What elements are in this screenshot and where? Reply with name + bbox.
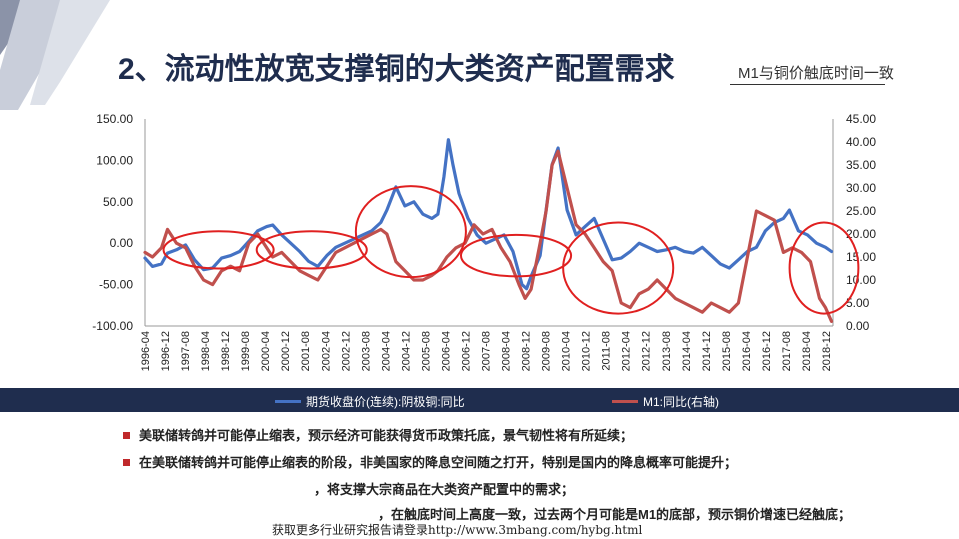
x-tick-label: 1996-12 <box>160 331 172 371</box>
page-subtitle: M1与铜价触底时间一致 <box>738 65 894 82</box>
bullet-continuation-2: ，在触底时间上高度一致，过去两个月可能是M1的底部，预示铜价增速已经触底； <box>378 507 852 522</box>
x-tick-label: 2013-08 <box>661 331 673 371</box>
x-axis-ticks: 1996-04 1996-12 1997-08 1998-04 1998-12 1999-… <box>140 331 833 371</box>
x-tick-label: 2010-04 <box>561 331 573 371</box>
x-tick-label: 2000-04 <box>260 331 272 371</box>
legend-label-m1: M1:同比(右轴) <box>643 395 719 409</box>
x-tick-label: 2006-04 <box>440 331 452 371</box>
highlight-circles <box>162 185 860 315</box>
bullet-text: 在美联储转鸽并可能停止缩表的阶段，非美国家的降息空间随之打开，特别是国内的降息概… <box>139 455 738 470</box>
left-tick-label: 0.00 <box>110 236 134 250</box>
x-tick-label: 1999-08 <box>240 331 252 371</box>
x-tick-label: 2006-12 <box>460 331 472 371</box>
right-tick-label: 25.00 <box>846 204 876 218</box>
chart-grid <box>144 119 834 327</box>
right-tick-label: 0.00 <box>846 319 870 333</box>
right-tick-label: 10.00 <box>846 273 876 287</box>
left-tick-label: 100.00 <box>96 153 133 167</box>
right-tick-label: 20.00 <box>846 227 876 241</box>
x-tick-label: 2012-04 <box>621 331 633 371</box>
series-line-m1 <box>143 149 834 323</box>
x-tick-label: 2009-08 <box>541 331 553 371</box>
x-tick-label: 2014-04 <box>681 331 693 371</box>
footer-link-text: 获取更多行业研究报告请登录http://www.3mbang.com/hybg.… <box>272 523 643 537</box>
x-tick-label: 2002-12 <box>340 331 352 371</box>
highlight-circle <box>354 185 467 279</box>
left-tick-label: 150.00 <box>96 112 133 126</box>
legend-swatch-copper <box>275 400 301 403</box>
highlight-circle <box>255 230 368 270</box>
left-tick-label: 50.00 <box>103 195 133 209</box>
x-tick-label: 2007-08 <box>480 331 492 371</box>
x-tick-label: 2016-04 <box>741 331 753 371</box>
x-tick-label: 2005-08 <box>420 331 432 371</box>
x-tick-label: 2010-12 <box>581 331 593 371</box>
x-tick-label: 2011-08 <box>601 331 613 371</box>
bullet-text: 美联储转鸽并可能停止缩表，预示经济可能获得货币政策托底，景气韧性将有所延续； <box>139 428 634 443</box>
x-tick-label: 1996-04 <box>140 331 152 371</box>
chart: -100.00 -50.00 0.00 50.00 100.00 150.00 0.00 5… <box>92 112 876 371</box>
bullet-marker <box>123 432 130 440</box>
x-tick-label: 1997-08 <box>180 331 192 371</box>
x-tick-label: 2003-08 <box>360 331 372 371</box>
x-tick-label: 1998-12 <box>220 331 232 371</box>
x-tick-label: 2002-04 <box>320 331 332 371</box>
corner-decoration <box>0 0 110 110</box>
x-tick-label: 2017-08 <box>781 331 793 371</box>
subtitle-underline <box>730 84 885 85</box>
x-tick-label: 2014-12 <box>701 331 713 371</box>
series-lines <box>143 138 834 323</box>
x-tick-label: 2001-08 <box>300 331 312 371</box>
right-tick-label: 35.00 <box>846 158 876 172</box>
left-tick-label: -50.00 <box>99 278 133 292</box>
x-tick-label: 1998-04 <box>200 331 212 371</box>
right-axis-ticks: 0.00 5.00 10.00 15.00 20.00 25.00 30.00 35.00 40… <box>846 112 876 333</box>
right-tick-label: 45.00 <box>846 112 876 126</box>
highlight-circle <box>162 230 275 270</box>
right-tick-label: 30.00 <box>846 181 876 195</box>
legend-item-m1: M1:同比(右轴) <box>612 393 719 410</box>
x-tick-label: 2015-08 <box>721 331 733 371</box>
highlight-circle <box>788 221 860 315</box>
highlight-circle <box>562 221 675 315</box>
x-tick-label: 2008-12 <box>521 331 533 371</box>
x-tick-label: 2000-12 <box>280 331 292 371</box>
legend-bar <box>0 388 959 412</box>
bullet-continuation-1: ，将支撑大宗商品在大类资产配置中的需求； <box>314 482 575 497</box>
x-tick-label: 2018-04 <box>801 331 813 371</box>
bullet-item-1: 美联储转鸽并可能停止缩表，预示经济可能获得货币政策托底，景气韧性将有所延续； <box>123 425 633 444</box>
legend-item-copper: 期货收盘价(连续):阴极铜:同比 <box>275 393 465 410</box>
left-tick-label: -100.00 <box>92 319 133 333</box>
series-line-copper <box>143 138 834 291</box>
bullet-item-2: 在美联储转鸽并可能停止缩表的阶段，非美国家的降息空间随之打开，特别是国内的降息概… <box>123 452 737 471</box>
x-tick-label: 2004-12 <box>400 331 412 371</box>
x-tick-label: 2012-12 <box>641 331 653 371</box>
page-title: 2、流动性放宽支撑铜的大类资产配置需求 <box>118 53 675 86</box>
x-tick-label: 2016-12 <box>761 331 773 371</box>
bullet-marker <box>123 459 130 467</box>
left-axis-ticks: -100.00 -50.00 0.00 50.00 100.00 150.00 <box>92 112 133 333</box>
right-tick-label: 5.00 <box>846 296 870 310</box>
highlight-circle <box>459 233 573 278</box>
legend-label-copper: 期货收盘价(连续):阴极铜:同比 <box>306 395 465 409</box>
legend-swatch-m1 <box>612 400 638 403</box>
right-tick-label: 40.00 <box>846 135 876 149</box>
right-tick-label: 15.00 <box>846 250 876 264</box>
x-tick-label: 2008-04 <box>501 331 513 371</box>
x-tick-label: 2004-04 <box>380 331 392 371</box>
x-tick-label: 2018-12 <box>821 331 833 371</box>
